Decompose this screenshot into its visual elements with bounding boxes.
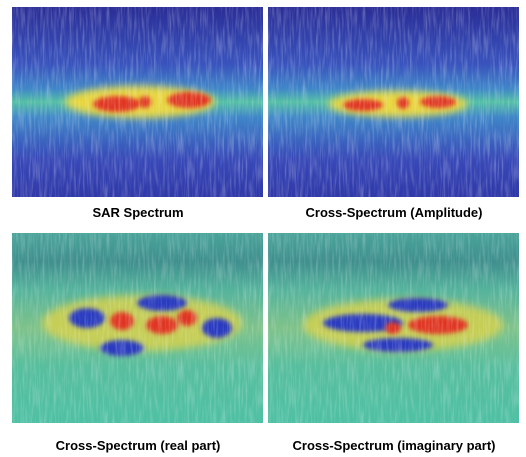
panel-image [268, 7, 519, 197]
panel-image [268, 233, 519, 423]
figure: SAR Spectrum Cross-Spectrum (Amplitude) … [0, 0, 526, 457]
caption: Cross-Spectrum (Amplitude) [306, 205, 483, 220]
caption: Cross-Spectrum (real part) [56, 438, 221, 453]
caption: Cross-Spectrum (imaginary part) [293, 438, 496, 453]
caption: SAR Spectrum [92, 205, 183, 220]
panel-image [12, 7, 263, 197]
panel-image [12, 233, 263, 423]
